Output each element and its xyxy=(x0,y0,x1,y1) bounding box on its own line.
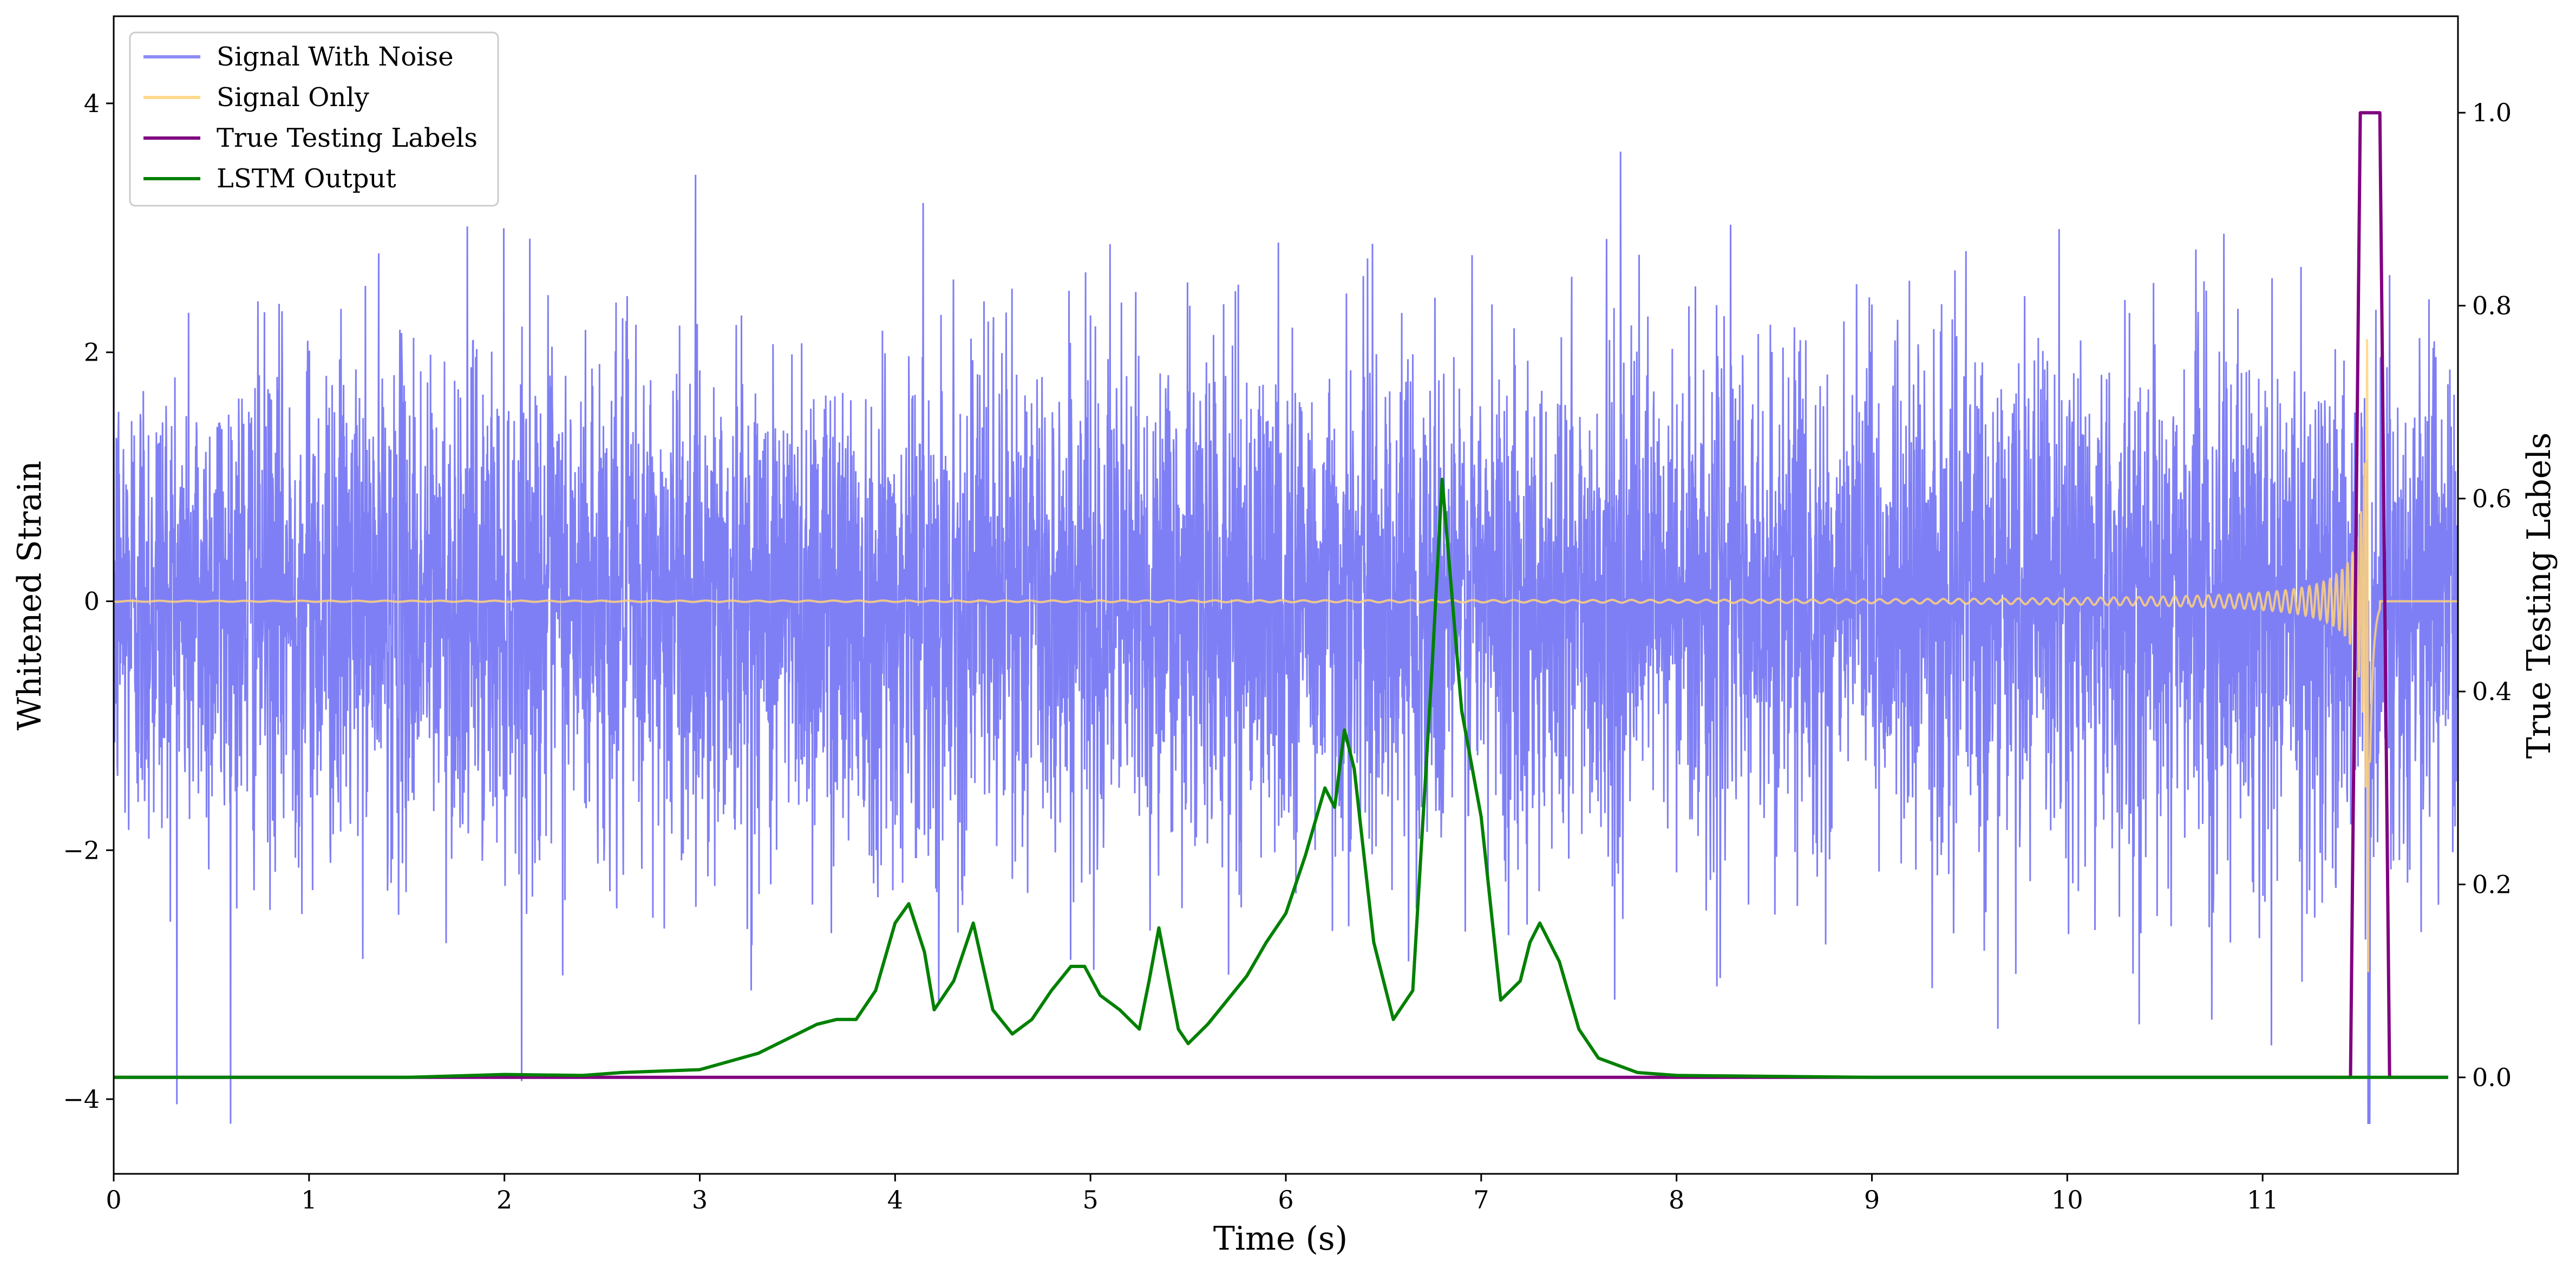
y2-tick-label: 0.4 xyxy=(2472,677,2512,706)
y2-axis-label: True Testing Labels xyxy=(2520,433,2558,759)
y-tick-label: 2 xyxy=(84,338,100,367)
y2-axis-ticks: 0.0 0.2 0.4 0.6 0.8 1.0 xyxy=(2458,98,2512,1092)
x-tick-label: 8 xyxy=(1669,1185,1684,1214)
legend-label: Signal With Noise xyxy=(217,42,454,72)
legend-label: Signal Only xyxy=(217,82,369,113)
series-layer xyxy=(114,111,2458,1125)
legend-box xyxy=(129,31,499,207)
x-tick-label: 4 xyxy=(887,1185,903,1214)
series-lstm-output xyxy=(114,478,2448,1079)
x-tick-label: 3 xyxy=(692,1185,708,1214)
y-axis-ticks: −4 −2 0 2 4 xyxy=(63,89,114,1114)
x-tick-label: 9 xyxy=(1864,1185,1880,1214)
y2-tick-label: 1.0 xyxy=(2472,98,2512,127)
y-tick-label: 4 xyxy=(84,89,100,118)
x-tick-label: 2 xyxy=(496,1185,512,1214)
y-axis-label: Whitened Strain xyxy=(11,461,49,730)
x-tick-label: 6 xyxy=(1278,1185,1293,1214)
x-tick-label: 0 xyxy=(106,1185,121,1214)
x-axis-label: Time (s) xyxy=(1213,1220,1348,1258)
x-axis-ticks: 0 1 2 3 4 5 6 7 8 9 10 11 xyxy=(106,1174,2278,1214)
y-tick-label: −2 xyxy=(63,835,100,865)
y2-tick-label: 0.2 xyxy=(2472,870,2512,899)
y2-tick-label: 0.0 xyxy=(2472,1063,2512,1092)
x-tick-label: 10 xyxy=(2051,1185,2083,1214)
y2-tick-label: 0.8 xyxy=(2472,291,2512,321)
legend-label: True Testing Labels xyxy=(217,123,478,153)
x-tick-label: 7 xyxy=(1473,1185,1489,1214)
series-signal-with-noise xyxy=(114,152,2458,1125)
series-signal-only xyxy=(114,339,2458,972)
y-tick-label: 0 xyxy=(84,586,100,616)
legend: Signal With Noise Signal Only True Testing… xyxy=(129,31,499,207)
x-tick-label: 1 xyxy=(301,1185,317,1214)
x-tick-label: 5 xyxy=(1083,1185,1099,1214)
y-tick-label: −4 xyxy=(63,1084,100,1114)
legend-label: LSTM Output xyxy=(217,164,396,194)
y2-tick-label: 0.6 xyxy=(2472,484,2512,513)
x-tick-label: 11 xyxy=(2247,1185,2279,1214)
